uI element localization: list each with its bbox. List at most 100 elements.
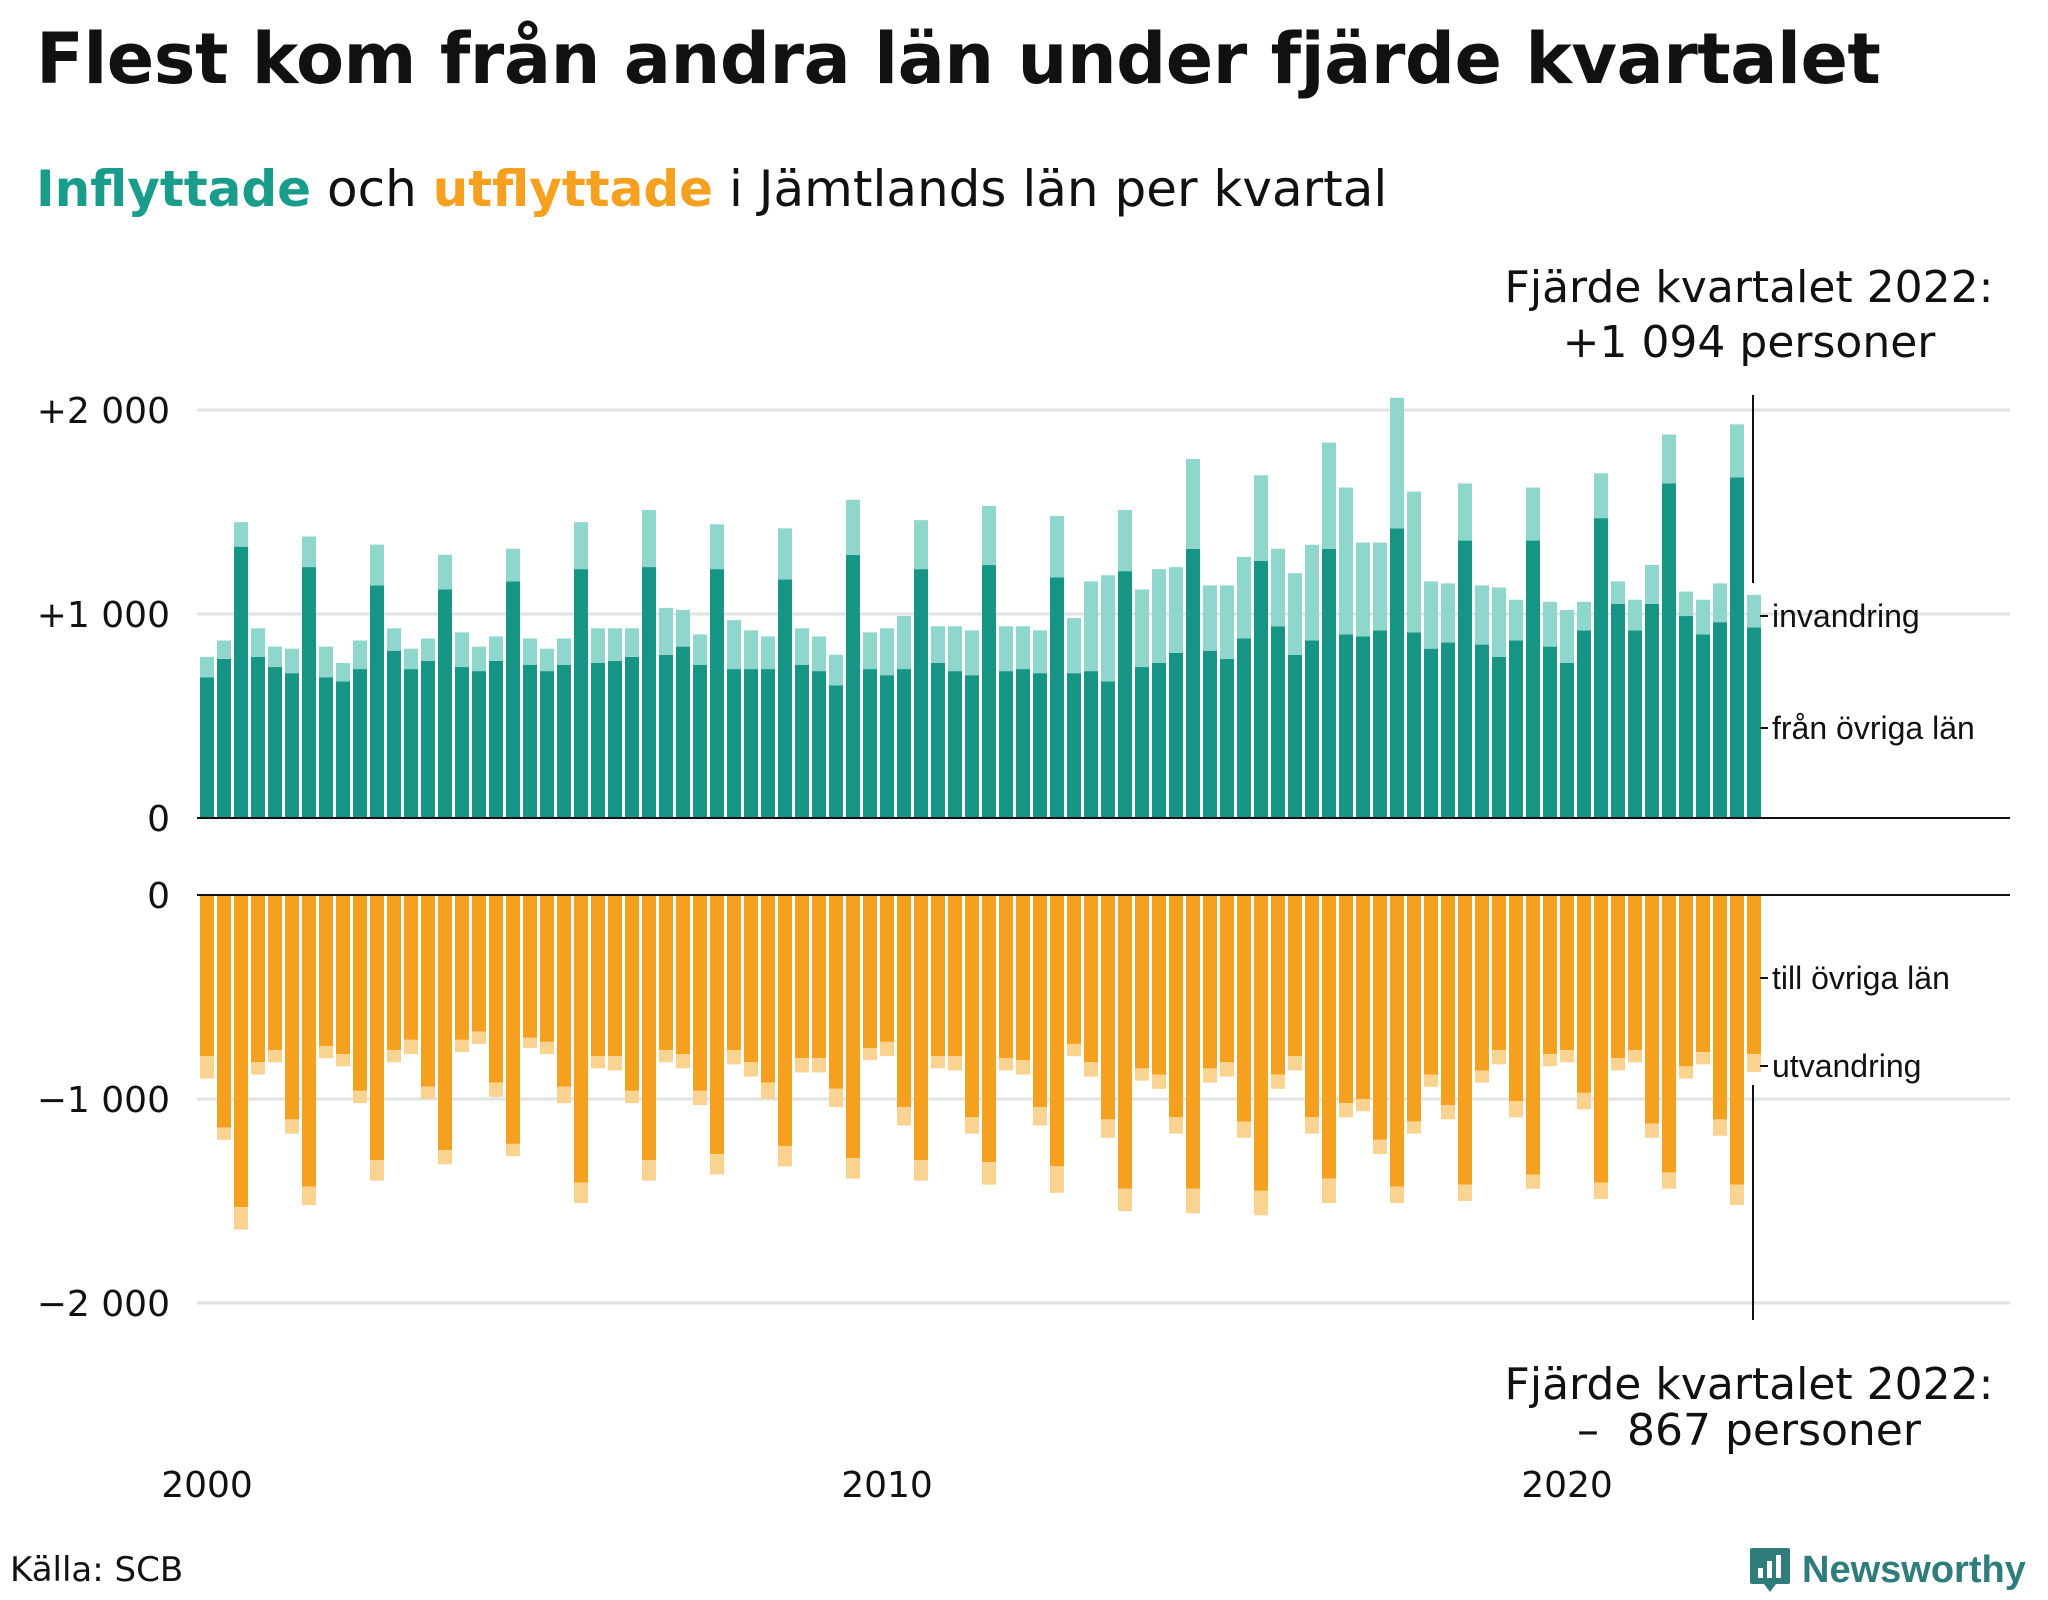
bar-utvandring bbox=[285, 1119, 299, 1134]
bar-utvandring bbox=[472, 1031, 486, 1044]
bar-utvandring bbox=[829, 1088, 843, 1108]
bar-utvandring bbox=[523, 1037, 537, 1048]
bar-fran-ovriga-lan bbox=[1118, 571, 1132, 818]
chart-title: Flest kom från andra län under fjärde kv… bbox=[36, 18, 1881, 100]
bar-fran-ovriga-lan bbox=[523, 665, 537, 818]
bar-invandring bbox=[336, 662, 350, 682]
bar-fran-ovriga-lan bbox=[1356, 636, 1370, 818]
bar-invandring bbox=[1662, 434, 1676, 484]
bar-invandring bbox=[404, 648, 418, 670]
bar-utvandring bbox=[1390, 1186, 1404, 1204]
bar-till-ovriga-lan bbox=[336, 895, 350, 1055]
chart-subtitle: Inflyttade och utflyttade i Jämtlands lä… bbox=[36, 160, 1387, 218]
bar-fran-ovriga-lan bbox=[778, 579, 792, 818]
subtitle-och: och bbox=[311, 160, 433, 218]
bar-invandring bbox=[1169, 567, 1183, 653]
bar-till-ovriga-lan bbox=[795, 895, 809, 1059]
bar-fran-ovriga-lan bbox=[455, 667, 469, 818]
bar-till-ovriga-lan bbox=[676, 895, 690, 1055]
bar-fran-ovriga-lan bbox=[676, 646, 690, 818]
bar-invandring bbox=[965, 630, 979, 676]
bar-fran-ovriga-lan bbox=[540, 671, 554, 818]
bar-utvandring bbox=[1730, 1184, 1744, 1206]
bar-invandring bbox=[914, 520, 928, 570]
bar-fran-ovriga-lan bbox=[387, 650, 401, 818]
bar-utvandring bbox=[625, 1090, 639, 1104]
bar-fran-ovriga-lan bbox=[625, 656, 639, 818]
bar-till-ovriga-lan bbox=[1339, 895, 1353, 1104]
bar-invandring bbox=[540, 648, 554, 672]
bar-utvandring bbox=[421, 1086, 435, 1099]
bar-till-ovriga-lan bbox=[1203, 895, 1217, 1069]
bar-till-ovriga-lan bbox=[897, 895, 911, 1108]
bar-invandring bbox=[778, 528, 792, 580]
bar-utvandring bbox=[1152, 1074, 1166, 1089]
bar-invandring bbox=[1356, 542, 1370, 637]
bar-till-ovriga-lan bbox=[1101, 895, 1115, 1120]
annotation-top-line1: Fjärde kvartalet 2022: bbox=[1505, 262, 1994, 313]
bar-utvandring bbox=[302, 1186, 316, 1206]
bar-fran-ovriga-lan bbox=[863, 669, 877, 818]
bar-invandring bbox=[1475, 585, 1489, 645]
bar-invandring bbox=[1118, 509, 1132, 572]
bar-fran-ovriga-lan bbox=[1050, 577, 1064, 818]
bar-utvandring bbox=[1067, 1043, 1081, 1057]
subtitle-utflyttade: utflyttade bbox=[432, 160, 714, 218]
bar-utvandring bbox=[1679, 1066, 1693, 1079]
bar-till-ovriga-lan bbox=[200, 895, 214, 1057]
bar-till-ovriga-lan bbox=[1747, 895, 1761, 1055]
bar-utvandring bbox=[931, 1056, 945, 1069]
bar-invandring bbox=[982, 505, 996, 566]
bar-fran-ovriga-lan bbox=[1305, 640, 1319, 818]
bar-till-ovriga-lan bbox=[1152, 895, 1166, 1075]
bar-fran-ovriga-lan bbox=[421, 660, 435, 818]
bar-invandring bbox=[1407, 491, 1421, 633]
bar-fran-ovriga-lan bbox=[234, 546, 248, 818]
bar-till-ovriga-lan bbox=[846, 895, 860, 1159]
bar-till-ovriga-lan bbox=[812, 895, 826, 1059]
bar-till-ovriga-lan bbox=[591, 895, 605, 1057]
bar-utvandring bbox=[1407, 1121, 1421, 1134]
bar-fran-ovriga-lan bbox=[1373, 630, 1387, 818]
bar-fran-ovriga-lan bbox=[710, 569, 724, 818]
bar-till-ovriga-lan bbox=[421, 895, 435, 1087]
bar-fran-ovriga-lan bbox=[1645, 603, 1659, 818]
bar-fran-ovriga-lan bbox=[1594, 518, 1608, 818]
bar-fran-ovriga-lan bbox=[897, 669, 911, 818]
bar-invandring bbox=[489, 636, 503, 661]
bar-utvandring bbox=[1339, 1103, 1353, 1118]
bar-utvandring bbox=[1424, 1074, 1438, 1087]
bar-till-ovriga-lan bbox=[1645, 895, 1659, 1124]
bar-utvandring bbox=[1271, 1074, 1285, 1089]
bar-till-ovriga-lan bbox=[1628, 895, 1642, 1051]
bar-till-ovriga-lan bbox=[1509, 895, 1523, 1102]
annotation-bottom-line2: – 867 personer bbox=[1577, 1405, 1922, 1456]
newsworthy-brand[interactable]: Newsworthy bbox=[1748, 1546, 2026, 1594]
bar-utvandring bbox=[1305, 1117, 1319, 1134]
bar-invandring bbox=[1203, 585, 1217, 651]
bar-utvandring bbox=[948, 1056, 962, 1071]
bar-till-ovriga-lan bbox=[965, 895, 979, 1118]
bar-till-ovriga-lan bbox=[1084, 895, 1098, 1063]
bar-invandring bbox=[897, 616, 911, 670]
source-text: Källa: SCB bbox=[10, 1550, 184, 1590]
bar-invandring bbox=[846, 499, 860, 555]
bar-invandring bbox=[1373, 542, 1387, 631]
bar-invandring bbox=[1152, 569, 1166, 663]
bar-invandring bbox=[319, 646, 333, 678]
bar-invandring bbox=[455, 632, 469, 668]
bar-invandring bbox=[863, 632, 877, 670]
bar-invandring bbox=[1509, 599, 1523, 641]
bar-utvandring bbox=[268, 1050, 282, 1063]
bar-fran-ovriga-lan bbox=[880, 675, 894, 818]
bar-invandring bbox=[1543, 601, 1557, 647]
bar-fran-ovriga-lan bbox=[591, 662, 605, 818]
bar-utvandring bbox=[1050, 1166, 1064, 1193]
bar-invandring bbox=[234, 522, 248, 547]
bar-utvandring bbox=[710, 1154, 724, 1175]
bar-till-ovriga-lan bbox=[1475, 895, 1489, 1071]
bar-till-ovriga-lan bbox=[693, 895, 707, 1091]
bar-utvandring bbox=[1101, 1119, 1115, 1138]
bar-fran-ovriga-lan bbox=[1152, 662, 1166, 818]
